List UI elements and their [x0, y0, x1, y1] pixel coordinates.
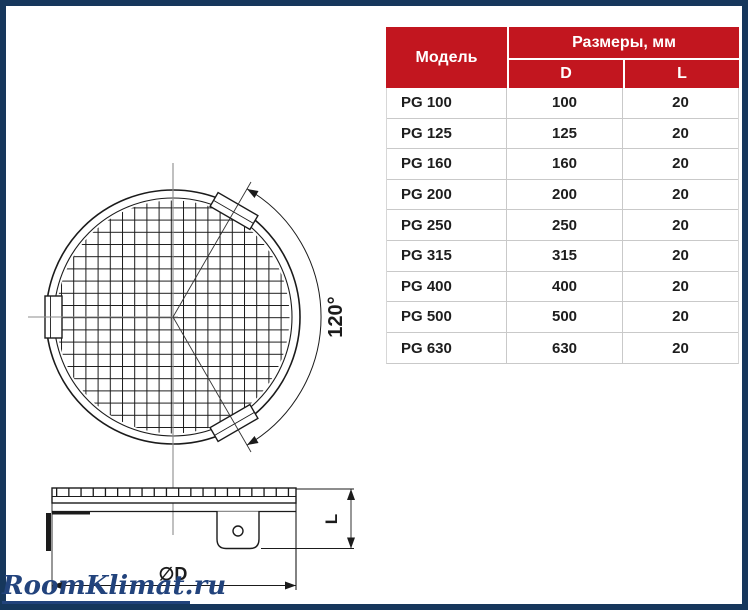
l-arrow-bottom [347, 537, 355, 549]
table-cell-d: 200 [507, 179, 623, 210]
spec-table-rows: PG 100 100 20 PG 125 125 20 PG 160 160 20 PG 200 2… [386, 88, 739, 365]
header-col-d: D [509, 60, 623, 88]
table-cell-model: PG 630 [387, 332, 507, 364]
grille-side-view: L ∅D [46, 487, 355, 590]
header-model: Модель [386, 27, 507, 88]
grille-top-view: 120° [28, 163, 347, 535]
side-mesh-strip [51, 487, 297, 504]
table-cell-l: 20 [672, 308, 689, 326]
table-cell-d: 125 [507, 118, 623, 149]
table-row: PG 100 100 20 [387, 88, 738, 119]
arc-arrow-top [247, 189, 259, 198]
table-row: PG 200 200 20 [387, 179, 738, 211]
radial-line-upper [172, 181, 252, 318]
table-row: PG 500 500 20 [387, 302, 738, 333]
table-cell-model: PG 400 [387, 271, 507, 302]
table-cell-l: 20 [672, 247, 689, 265]
arc-arrow-bottom [247, 436, 259, 445]
table-cell-model: PG 200 [387, 179, 507, 210]
table-cell-model: PG 125 [387, 118, 507, 149]
table-cell-l: 20 [672, 339, 689, 357]
d-arrow-left [52, 581, 63, 590]
side-mounting-tab [216, 511, 260, 550]
angle-dimension-arc [246, 188, 322, 446]
table-row: PG 630 630 20 [387, 332, 738, 364]
table-cell-l: 20 [672, 277, 689, 295]
l-arrow-top [347, 489, 355, 500]
table-cell-model: PG 100 [387, 88, 507, 118]
header-col-l: L [625, 60, 739, 88]
spec-table: Модель Размеры, мм D L PG 100 100 20 PG 125… [386, 27, 739, 365]
table-cell-d: 160 [507, 149, 623, 179]
table-cell-l: 20 [672, 94, 689, 112]
table-cell-d: 500 [507, 302, 623, 332]
table-cell-l: 20 [672, 216, 689, 234]
watermark-text: RoomKlimat.ru [2, 571, 227, 601]
header-dimensions-title: Размеры, мм [509, 27, 739, 58]
table-row: PG 125 125 20 [387, 118, 738, 150]
side-left-bracket [46, 513, 51, 551]
table-cell-d: 315 [507, 240, 623, 271]
radial-line-lower [172, 316, 252, 453]
watermark-underline [2, 601, 190, 604]
table-row: PG 160 160 20 [387, 149, 738, 180]
spec-table-header: Модель Размеры, мм D L [386, 27, 739, 88]
table-cell-d: 400 [507, 271, 623, 302]
table-cell-d: 100 [507, 88, 623, 118]
table-cell-d: 250 [507, 210, 623, 240]
table-row: PG 400 400 20 [387, 271, 738, 303]
table-cell-l: 20 [672, 124, 689, 142]
table-cell-model: PG 315 [387, 240, 507, 271]
diameter-label: ∅D [159, 564, 188, 584]
table-cell-l: 20 [672, 186, 689, 204]
table-cell-model: PG 160 [387, 149, 507, 179]
angle-label: 120° [325, 296, 347, 337]
table-cell-model: PG 500 [387, 302, 507, 332]
depth-label: L [322, 514, 341, 524]
table-row: PG 250 250 20 [387, 210, 738, 241]
table-cell-l: 20 [672, 155, 689, 173]
table-cell-d: 630 [507, 332, 623, 364]
table-row: PG 315 315 20 [387, 240, 738, 272]
header-dimensions-group: Размеры, мм D L [509, 27, 739, 88]
d-arrow-right [285, 581, 296, 590]
tab-hole [232, 525, 244, 537]
table-cell-model: PG 250 [387, 210, 507, 240]
site-watermark: RoomKlimat.ru [2, 573, 226, 604]
